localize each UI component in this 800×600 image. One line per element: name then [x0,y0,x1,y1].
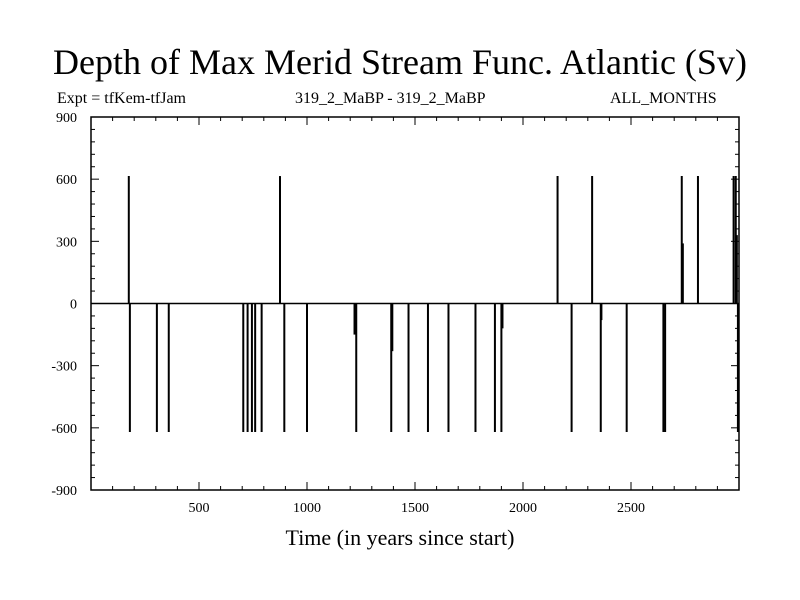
y-tick-label: 600 [56,173,77,188]
run-label: 319_2_MaBP - 319_2_MaBP [295,90,486,107]
x-tick-label: 1000 [293,501,321,516]
y-tick-label: -600 [51,422,77,437]
chart-title: Depth of Max Merid Stream Func. Atlantic… [53,42,747,82]
y-tick-label: 300 [56,235,77,250]
period-label: ALL_MONTHS [610,90,717,107]
y-tick-label: -300 [51,360,77,375]
data-series [127,176,739,432]
experiment-label: Expt = tfKem-tfJam [57,90,186,107]
y-tick-label: 0 [70,298,77,313]
x-tick-label: 2000 [509,501,537,516]
y-tick-label: -900 [51,484,77,499]
y-axis: -900 -600 -300 0 300 600 900 [51,111,739,499]
x-tick-label: 2500 [617,501,645,516]
x-axis: 500 1000 1500 2000 2500 [112,117,718,516]
y-tick-label: 900 [56,111,77,126]
x-axis-label: Time (in years since start) [285,525,515,550]
x-tick-label: 500 [189,501,210,516]
x-tick-label: 1500 [401,501,429,516]
